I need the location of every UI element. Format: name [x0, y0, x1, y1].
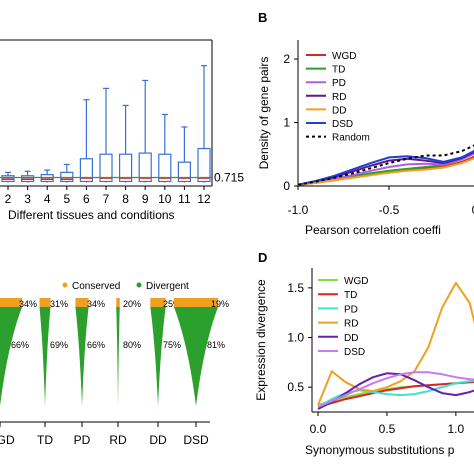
- panel-d-legend-label-pd: PD: [344, 304, 358, 315]
- panel-c-divergent-label-dsd: 81%: [207, 340, 225, 350]
- panel-c-divergent-label-td: 69%: [50, 340, 68, 350]
- panel-c-divergent-label-wgd: 66%: [11, 340, 29, 350]
- panel-c-category-label-dd: DD: [149, 433, 167, 447]
- panel-a-tick-label-11: 11: [178, 192, 191, 206]
- panel-d-x-tick-label-1.0: 1.0: [448, 422, 465, 436]
- panel-d-series-dsd: [317, 371, 474, 408]
- panel-c-conserved-label-wgd: 34%: [19, 299, 37, 309]
- panel-c-category-label-td: TD: [37, 433, 53, 447]
- panel-b-legend-label-pd: PD: [332, 78, 346, 89]
- panel-d-series-rd: [317, 281, 474, 406]
- panel-c-conserved-label-dd: 25%: [163, 299, 181, 309]
- panel-c-conserved-label-td: 31%: [50, 299, 68, 309]
- panel-b-y-tick-label-1: 1: [283, 116, 290, 130]
- panel-d-legend-label-td: TD: [344, 290, 357, 301]
- panel-a-tick-label-7: 7: [103, 192, 110, 206]
- panel-c-category-label-wgd: WGD: [0, 433, 15, 447]
- panel-c-conserved-dd: [150, 298, 166, 307]
- panel-d-series-td: [317, 380, 474, 408]
- panel-b-legend-label-rd: RD: [332, 92, 346, 103]
- panel-d-label: D: [258, 250, 267, 265]
- panel-c-conserved-dsd: [174, 298, 218, 307]
- panel-a-tick-label-3: 3: [24, 192, 31, 206]
- panel-c-category-label-rd: RD: [109, 433, 127, 447]
- panel-b-x-tick-label--1.0: -1.0: [288, 203, 309, 217]
- panel-d-y-tick-label-1.0: 1.0: [287, 331, 304, 345]
- panel-b-series-dd: [297, 157, 474, 186]
- panel-c-legend-swatch-divergent: [136, 282, 142, 288]
- panel-b-x-axis-label: Pearson correlation coeffi: [305, 223, 441, 237]
- panel-b-legend-label-random: Random: [332, 133, 370, 144]
- panel-b-series-pd: [297, 152, 474, 186]
- panel-a-tick-label-2: 2: [5, 192, 12, 206]
- panel-c-conserved-label-pd: 34%: [87, 299, 105, 309]
- panel-d-divergence-plot: D 0.5 1.0 1.5 0.0 0.5 1.0 Synonymous substitut…: [254, 250, 474, 457]
- panel-b-y-tick-label-2: 2: [283, 52, 290, 66]
- panel-b-y-tick-label-0: 0: [283, 179, 290, 193]
- panel-c-divergent-wgd: [0, 307, 22, 406]
- panel-c-conserved-rd: [116, 298, 120, 307]
- panel-c-category-label-dsd: DSD: [183, 433, 209, 447]
- panel-d-series-dd: [317, 372, 474, 410]
- panel-b-series-random: [297, 144, 474, 186]
- panel-c-conserved-label-rd: 20%: [123, 299, 141, 309]
- panel-b-label: B: [258, 10, 267, 25]
- panel-a-tick-label-6: 6: [83, 192, 90, 206]
- panel-a-tick-label-10: 10: [158, 192, 172, 206]
- panel-c-divergent-label-dd: 75%: [163, 340, 181, 350]
- panel-b-x-tick-label-0.0: 0.0: [472, 203, 474, 217]
- panel-a-boxplot: 2 3 4 5 6 7 8 9 10 11 120.715 Different tissues and…: [0, 39, 244, 222]
- panel-c-divergent-dsd: [174, 307, 218, 406]
- panel-d-legend-label-wgd: WGD: [344, 276, 368, 287]
- panel-b-density-plot: B 0 1 2 -1.0 -0.5 0.0 Pearson correlation coef…: [257, 10, 474, 237]
- panel-c-legend-label-conserved: Conserved: [72, 281, 120, 292]
- panel-d-x-tick-label-0.5: 0.5: [379, 422, 396, 436]
- panel-d-y-tick-label-0.5: 0.5: [287, 380, 304, 394]
- panel-c-conserved-label-dsd: 19%: [211, 299, 229, 309]
- panel-c-divergent-label-pd: 66%: [87, 340, 105, 350]
- panel-b-legend-label-td: TD: [332, 65, 345, 76]
- panel-d-legend-label-dsd: DSD: [344, 347, 365, 358]
- panel-c-divergent-pd: [75, 307, 89, 406]
- panel-b-legend-label-dsd: DSD: [332, 119, 353, 130]
- panel-b-x-tick-label--0.5: -0.5: [379, 203, 400, 217]
- panel-c-divergent-label-rd: 80%: [123, 340, 141, 350]
- panel-b-series-dsd: [297, 149, 474, 186]
- panel-c-conserved-td: [39, 298, 51, 307]
- panel-a-tick-label-5: 5: [63, 192, 70, 206]
- panel-a-x-axis-label: Different tissues and conditions: [8, 208, 175, 222]
- panel-c-divergent-dd: [150, 307, 166, 406]
- panel-c-divergent-td: [39, 307, 51, 406]
- panel-c-divergent-rd: [116, 307, 120, 406]
- panel-a-box-12: [197, 147, 211, 183]
- panel-d-y-axis-label: Expression divergence: [254, 279, 268, 401]
- panel-a-tick-label-12: 12: [197, 192, 211, 206]
- panel-c-legend-label-divergent: Divergent: [146, 281, 189, 292]
- panel-a-tick-label-9: 9: [142, 192, 149, 206]
- panel-b-legend-label-wgd: WGD: [332, 51, 356, 62]
- panel-d-legend-label-rd: RD: [344, 319, 358, 330]
- panel-a-tick-label-4: 4: [44, 192, 51, 206]
- panel-d-legend-label-dd: DD: [344, 333, 358, 344]
- panel-b-legend-label-dd: DD: [332, 105, 346, 116]
- panel-c-conservation-plot: Conserved Divergent 34% 66% WGD 31% 69% TD 34% 66…: [0, 281, 229, 447]
- panel-a-tick-label-8: 8: [122, 192, 129, 206]
- panel-c-conserved-pd: [75, 298, 89, 307]
- panel-d-x-tick-label-0.0: 0.0: [310, 422, 327, 436]
- panel-d-x-axis-label: Synonymous substitutions p: [305, 443, 455, 457]
- panel-c-category-label-pd: PD: [74, 433, 91, 447]
- panel-c-conserved-wgd: [0, 298, 22, 307]
- panel-c-legend-swatch-conserved: [62, 282, 68, 288]
- panel-d-y-tick-label-1.5: 1.5: [287, 281, 304, 295]
- panel-b-y-axis-label: Density of gene pairs: [257, 57, 271, 170]
- panel-a-reference-label: 0.715: [214, 170, 244, 184]
